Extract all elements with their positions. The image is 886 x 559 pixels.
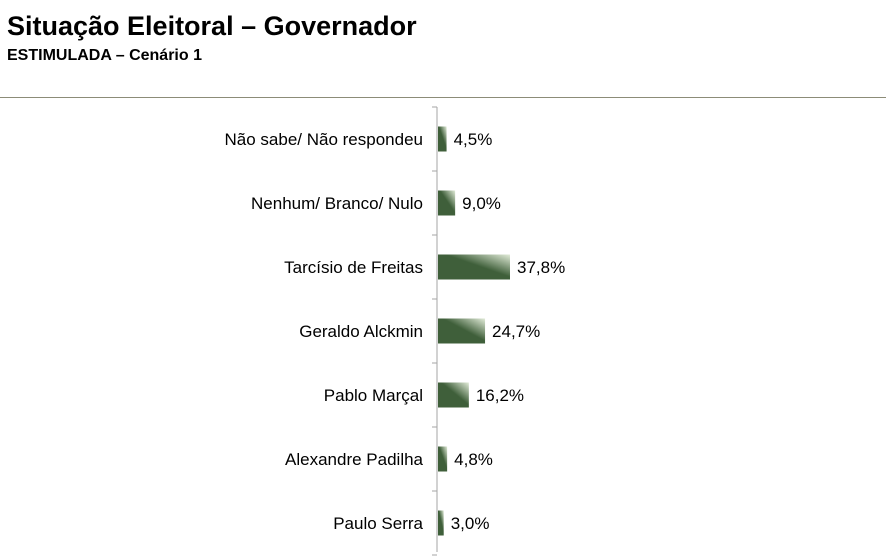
bar — [438, 190, 456, 216]
bar — [438, 126, 447, 152]
bar — [438, 382, 469, 408]
category-label: Tarcísio de Freitas — [284, 258, 423, 277]
category-labels: Não sabe/ Não respondeu Nenhum/ Branco/ N… — [225, 130, 424, 533]
category-label: Nenhum/ Branco/ Nulo — [251, 194, 423, 213]
category-label: Geraldo Alckmin — [299, 322, 423, 341]
page-title: Situação Eleitoral – Governador — [7, 11, 417, 41]
value-label: 4,8% — [454, 450, 493, 469]
value-labels: 4,5% 9,0% 37,8% 24,7% 16,2% 4,8% 3,0% — [451, 130, 565, 533]
value-label: 37,8% — [517, 258, 565, 277]
bar — [438, 318, 486, 344]
bar — [438, 254, 510, 280]
category-label: Paulo Serra — [333, 514, 423, 533]
category-label: Não sabe/ Não respondeu — [225, 130, 423, 149]
value-label: 24,7% — [492, 322, 540, 341]
value-label: 9,0% — [462, 194, 501, 213]
bars — [438, 126, 510, 536]
value-label: 3,0% — [451, 514, 490, 533]
category-label: Pablo Marçal — [324, 386, 423, 405]
value-label: 4,5% — [454, 130, 493, 149]
header-divider — [0, 97, 886, 98]
bar — [438, 510, 444, 536]
value-label: 16,2% — [476, 386, 524, 405]
bar — [438, 446, 448, 472]
page-subtitle: ESTIMULADA – Cenário 1 — [7, 47, 202, 64]
category-label: Alexandre Padilha — [285, 450, 424, 469]
axis-ticks — [432, 106, 437, 556]
